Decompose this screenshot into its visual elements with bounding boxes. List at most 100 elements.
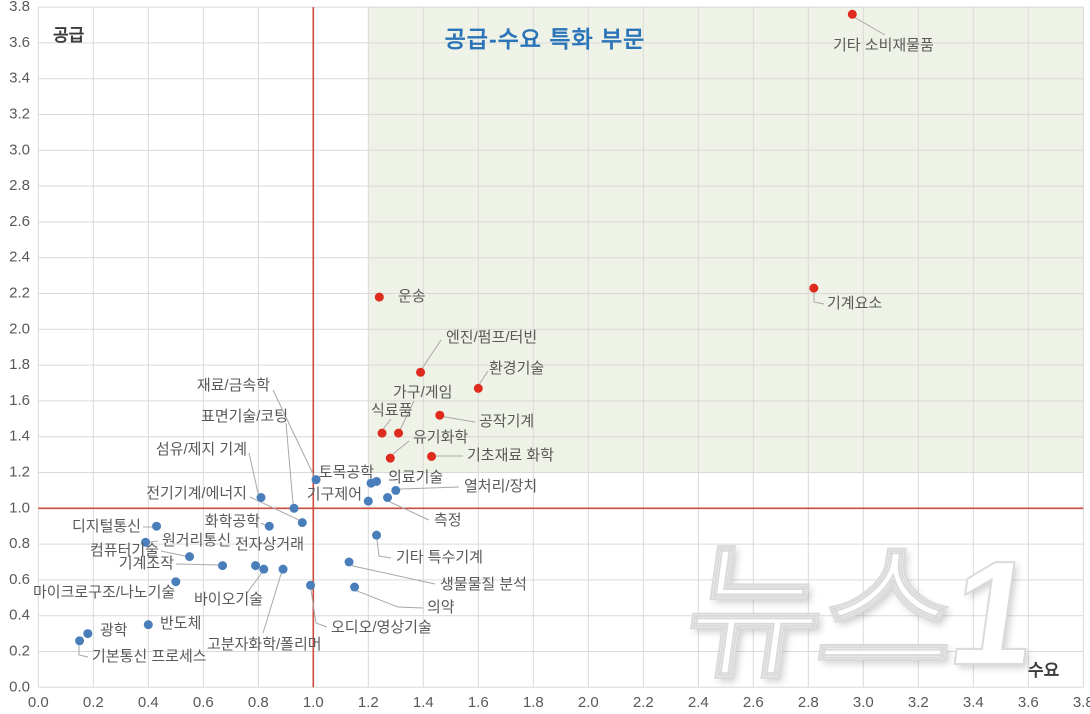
x-tick-label: 0.2 [83, 694, 104, 711]
data-label-컴퓨터기술: 컴퓨터기술 [90, 542, 159, 559]
data-point-환경기술 [473, 383, 483, 393]
x-tick-label: 0.0 [28, 694, 49, 711]
data-point-엔진/펌프/터빈 [416, 367, 426, 377]
data-point-컴퓨터기술 [185, 552, 195, 562]
y-tick-label: 0.8 [9, 535, 30, 552]
data-point-기초재료 화학 [427, 451, 437, 461]
data-point-오디오/영상기술 [306, 580, 316, 590]
y-tick-label: 2.6 [9, 213, 30, 230]
data-point-전자상거래 [251, 561, 261, 571]
leader-line-섬유/제지 기계 [248, 452, 262, 498]
data-point-운송 [374, 292, 384, 302]
data-point-기본통신 프로세스 [75, 636, 85, 646]
x-tick-label: 3.0 [853, 694, 874, 711]
data-point-측정 [383, 493, 393, 503]
data-label-가구/게임: 가구/게임 [393, 384, 452, 401]
data-label-식료품: 식료품 [371, 402, 412, 419]
y-axis-title: 공급 [53, 26, 85, 45]
x-tick-label: 1.4 [413, 694, 434, 711]
data-point-반도체 [143, 620, 153, 630]
data-point-바이오기술 [259, 564, 269, 574]
leader-line-열처리/장치 [395, 486, 460, 491]
y-tick-label: 3.6 [9, 34, 30, 51]
leader-line-기계조작 [175, 563, 223, 567]
data-label-전자상거래: 전자상거래 [235, 536, 304, 553]
y-tick-label: 1.2 [9, 463, 30, 480]
data-point-고분자화학/폴리머 [278, 564, 288, 574]
y-tick-label: 1.6 [9, 392, 30, 409]
data-label-엔진/펌프/터빈: 엔진/펌프/터빈 [446, 329, 537, 346]
leader-line-의약 [354, 586, 424, 609]
x-tick-label: 0.6 [193, 694, 214, 711]
x-tick-label: 1.6 [468, 694, 489, 711]
data-point-섬유/제지 기계 [256, 493, 266, 503]
data-point-광학 [83, 629, 93, 639]
data-label-측정: 측정 [434, 512, 462, 529]
data-label-생물물질 분석: 생물물질 분석 [440, 576, 527, 593]
data-point-기계조작 [218, 561, 228, 571]
data-point-기구제어 [363, 496, 373, 506]
x-tick-label: 1.2 [358, 694, 379, 711]
data-label-기본통신 프로세스: 기본통신 프로세스 [92, 648, 207, 665]
y-tick-label: 1.0 [9, 499, 30, 516]
data-label-전기기계/에너지: 전기기계/에너지 [146, 485, 247, 502]
y-tick-label: 1.4 [9, 428, 30, 445]
leader-line-재료/금속학 [272, 389, 317, 480]
data-label-유기화학: 유기화학 [413, 429, 468, 446]
data-point-생물물질 분석 [344, 557, 354, 567]
x-tick-label: 3.4 [963, 694, 984, 711]
data-point-유기화학 [385, 453, 395, 463]
data-label-공작기계: 공작기계 [479, 413, 534, 430]
data-label-반도체: 반도체 [160, 615, 201, 632]
data-point-열처리/장치 [391, 485, 401, 495]
chart-title: 공급-수요 특화 부문 [444, 26, 646, 52]
data-label-토목공학: 토목공학 [319, 464, 374, 481]
y-tick-label: 0.2 [9, 642, 30, 659]
x-tick-label: 1.0 [303, 694, 324, 711]
leader-line-표면기술/코팅 [285, 422, 295, 509]
data-label-화학공학: 화학공학 [205, 513, 260, 530]
x-tick-label: 2.4 [688, 694, 709, 711]
data-label-디지털통신: 디지털통신 [72, 518, 141, 535]
data-label-기타 소비재물품: 기타 소비재물품 [833, 37, 934, 54]
data-label-섬유/제지 기계: 섬유/제지 기계 [156, 441, 247, 458]
data-point-의료기술 [372, 476, 382, 486]
data-point-디지털통신 [152, 521, 162, 531]
x-tick-label: 1.8 [523, 694, 544, 711]
data-label-기구제어: 기구제어 [307, 486, 362, 503]
data-point-기계요소 [809, 283, 819, 293]
data-point-재료/금속학 [311, 475, 321, 485]
y-tick-label: 3.8 [9, 0, 30, 15]
leader-line-고분자화학/폴리머 [262, 568, 284, 634]
data-point-원거리통신 [141, 537, 151, 547]
data-label-열처리/장치: 열처리/장치 [464, 478, 537, 495]
data-label-원거리통신: 원거리통신 [162, 532, 231, 549]
data-label-운송: 운송 [398, 288, 426, 305]
x-tick-label: 3.6 [1018, 694, 1039, 711]
x-tick-label: 3.2 [908, 694, 929, 711]
data-point-마이크로구조/나노기술 [171, 577, 181, 587]
x-tick-label: 3.8 [1073, 694, 1090, 711]
data-label-기계요소: 기계요소 [827, 295, 882, 312]
y-tick-label: 2.2 [9, 284, 30, 301]
data-label-바이오기술: 바이오기술 [194, 591, 263, 608]
data-point-표면기술/코팅 [289, 503, 299, 513]
data-label-기계조작: 기계조작 [119, 555, 174, 572]
data-label-마이크로구조/나노기술: 마이크로구조/나노기술 [33, 584, 175, 601]
y-tick-label: 3.0 [9, 141, 30, 158]
data-label-광학: 광학 [100, 622, 128, 639]
data-label-의료기술: 의료기술 [388, 469, 443, 486]
data-label-기타 특수기계: 기타 특수기계 [396, 549, 483, 566]
x-axis-title: 수요 [1028, 661, 1060, 680]
data-point-화학공학 [264, 521, 274, 531]
highlight-region [368, 7, 1084, 473]
y-tick-label: 2.4 [9, 249, 30, 266]
x-tick-label: 2.2 [633, 694, 654, 711]
data-label-고분자화학/폴리머: 고분자화학/폴리머 [207, 636, 322, 653]
data-label-오디오/영상기술: 오디오/영상기술 [331, 619, 432, 636]
x-tick-label: 0.4 [138, 694, 159, 711]
data-label-의약: 의약 [427, 599, 455, 616]
data-label-환경기술: 환경기술 [489, 360, 544, 377]
